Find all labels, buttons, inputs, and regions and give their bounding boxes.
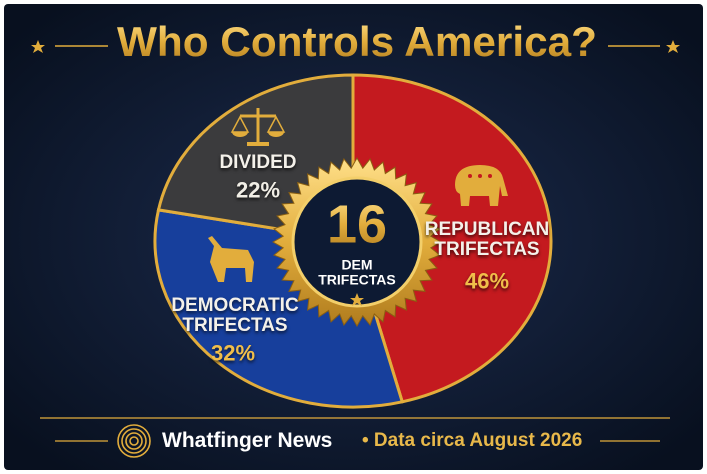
- value-label: 46%: [464, 268, 510, 294]
- badge-label: DEM TRIFECTAS: [318, 256, 396, 287]
- slice-label: REPUBLICAN TRIFECTAS: [424, 219, 550, 260]
- slice-label: DIVIDED: [219, 152, 297, 174]
- icons: [208, 108, 508, 282]
- value-label: 22%: [235, 177, 281, 203]
- pie-slice: [351, 73, 553, 404]
- title: Who Controls America?: [117, 18, 597, 65]
- badge-face: [291, 176, 423, 308]
- footer-icon: [117, 424, 151, 458]
- value-label: 32%: [210, 340, 256, 366]
- title-decor: [31, 40, 680, 442]
- badge-star: [350, 293, 364, 306]
- footer-source: Whatfinger News: [162, 429, 333, 452]
- badge: [271, 156, 443, 328]
- badge-number: 16: [327, 194, 387, 254]
- slice-label: DEMOCRATIC TRIFECTAS: [171, 295, 299, 336]
- footer-note: • Data circa August 2026: [362, 430, 583, 451]
